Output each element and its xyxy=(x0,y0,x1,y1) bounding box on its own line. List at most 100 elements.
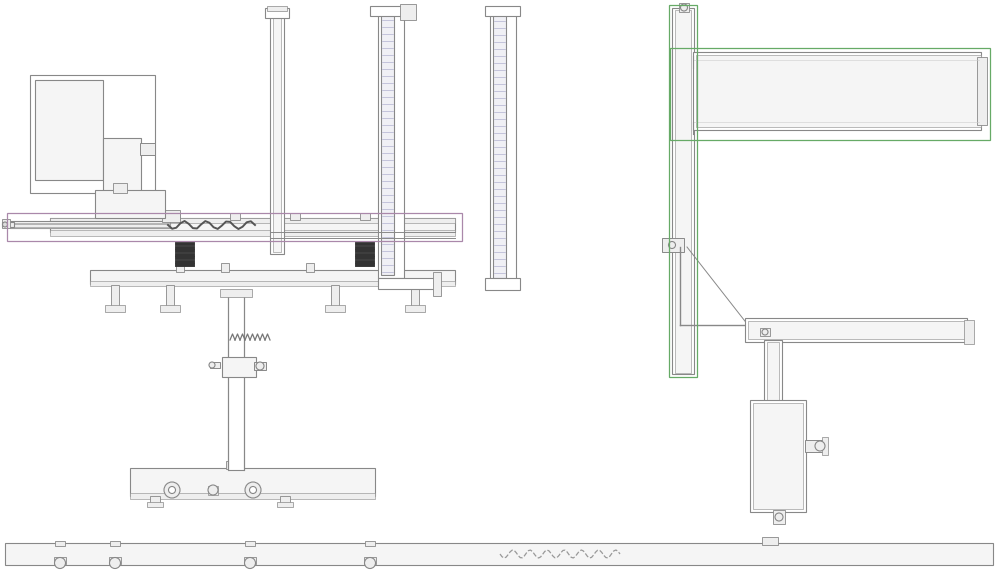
Circle shape xyxy=(244,557,256,568)
Bar xyxy=(166,285,174,307)
Circle shape xyxy=(815,441,825,451)
Bar xyxy=(277,502,293,507)
Bar xyxy=(162,210,180,222)
Bar xyxy=(381,11,394,275)
Bar xyxy=(280,496,290,504)
Bar xyxy=(147,502,163,507)
Bar xyxy=(433,272,441,296)
Circle shape xyxy=(245,482,261,498)
Bar xyxy=(10,224,170,227)
Bar xyxy=(130,468,375,496)
Bar xyxy=(95,190,165,218)
Bar xyxy=(679,3,689,12)
Bar xyxy=(90,270,455,284)
Bar xyxy=(30,75,155,193)
Bar xyxy=(170,213,180,220)
Bar xyxy=(365,541,375,546)
Bar xyxy=(113,183,127,193)
Bar xyxy=(485,278,520,290)
Bar xyxy=(405,305,425,312)
Bar xyxy=(745,318,967,342)
Bar xyxy=(2,219,10,228)
Bar xyxy=(493,12,506,278)
Bar xyxy=(267,6,287,11)
Bar xyxy=(140,143,155,155)
Bar xyxy=(767,342,779,408)
Bar xyxy=(210,362,220,368)
Bar xyxy=(10,221,170,228)
Bar xyxy=(90,281,455,286)
Bar xyxy=(226,461,238,469)
Bar xyxy=(773,510,785,524)
Circle shape xyxy=(775,513,783,521)
Bar xyxy=(675,10,691,373)
Bar xyxy=(273,12,281,252)
Bar xyxy=(221,263,229,272)
Bar xyxy=(7,213,462,241)
Circle shape xyxy=(680,4,688,11)
Bar xyxy=(662,238,684,252)
Circle shape xyxy=(762,329,768,335)
Bar xyxy=(222,357,256,377)
Bar xyxy=(103,138,141,193)
Bar xyxy=(244,557,256,564)
Circle shape xyxy=(168,487,176,494)
Bar xyxy=(54,557,66,564)
Bar xyxy=(331,285,339,307)
Circle shape xyxy=(256,362,264,370)
Bar xyxy=(748,321,967,339)
Bar xyxy=(105,305,125,312)
Circle shape xyxy=(668,242,676,249)
Bar xyxy=(977,57,987,125)
Bar xyxy=(753,403,803,509)
Bar xyxy=(485,6,520,16)
Bar xyxy=(378,8,404,278)
Circle shape xyxy=(2,222,8,227)
Bar xyxy=(964,320,974,344)
Bar xyxy=(220,289,252,297)
Bar xyxy=(325,305,345,312)
Bar xyxy=(230,213,240,220)
Bar xyxy=(130,493,375,499)
Bar xyxy=(245,541,255,546)
Bar xyxy=(378,278,436,289)
Bar xyxy=(696,55,981,127)
Bar xyxy=(364,557,376,564)
Bar xyxy=(228,295,244,470)
Bar xyxy=(290,213,300,220)
Circle shape xyxy=(209,362,215,368)
Bar xyxy=(360,213,370,220)
Bar xyxy=(270,10,284,254)
Bar xyxy=(254,362,266,370)
Bar xyxy=(764,340,782,408)
Bar xyxy=(176,263,184,272)
Bar xyxy=(490,10,516,280)
Bar xyxy=(5,543,993,565)
Circle shape xyxy=(364,557,376,568)
Bar xyxy=(109,557,121,564)
Bar xyxy=(750,400,806,512)
Bar xyxy=(693,52,981,130)
Bar xyxy=(50,218,455,232)
Bar xyxy=(111,285,119,307)
Circle shape xyxy=(164,482,180,498)
Bar xyxy=(208,486,218,495)
Bar xyxy=(265,8,289,18)
Bar xyxy=(669,5,697,377)
Bar xyxy=(411,285,419,307)
Bar xyxy=(400,4,416,20)
Bar xyxy=(150,496,160,504)
Bar xyxy=(672,8,694,374)
Bar xyxy=(306,263,314,272)
Bar xyxy=(370,6,414,16)
Bar xyxy=(762,537,778,545)
Circle shape xyxy=(250,487,256,494)
Bar xyxy=(50,218,455,223)
Bar xyxy=(10,223,170,228)
Bar xyxy=(55,541,65,546)
Circle shape xyxy=(54,557,66,568)
Bar xyxy=(160,305,180,312)
Bar xyxy=(110,541,120,546)
Circle shape xyxy=(208,485,218,495)
Bar xyxy=(2,222,14,227)
